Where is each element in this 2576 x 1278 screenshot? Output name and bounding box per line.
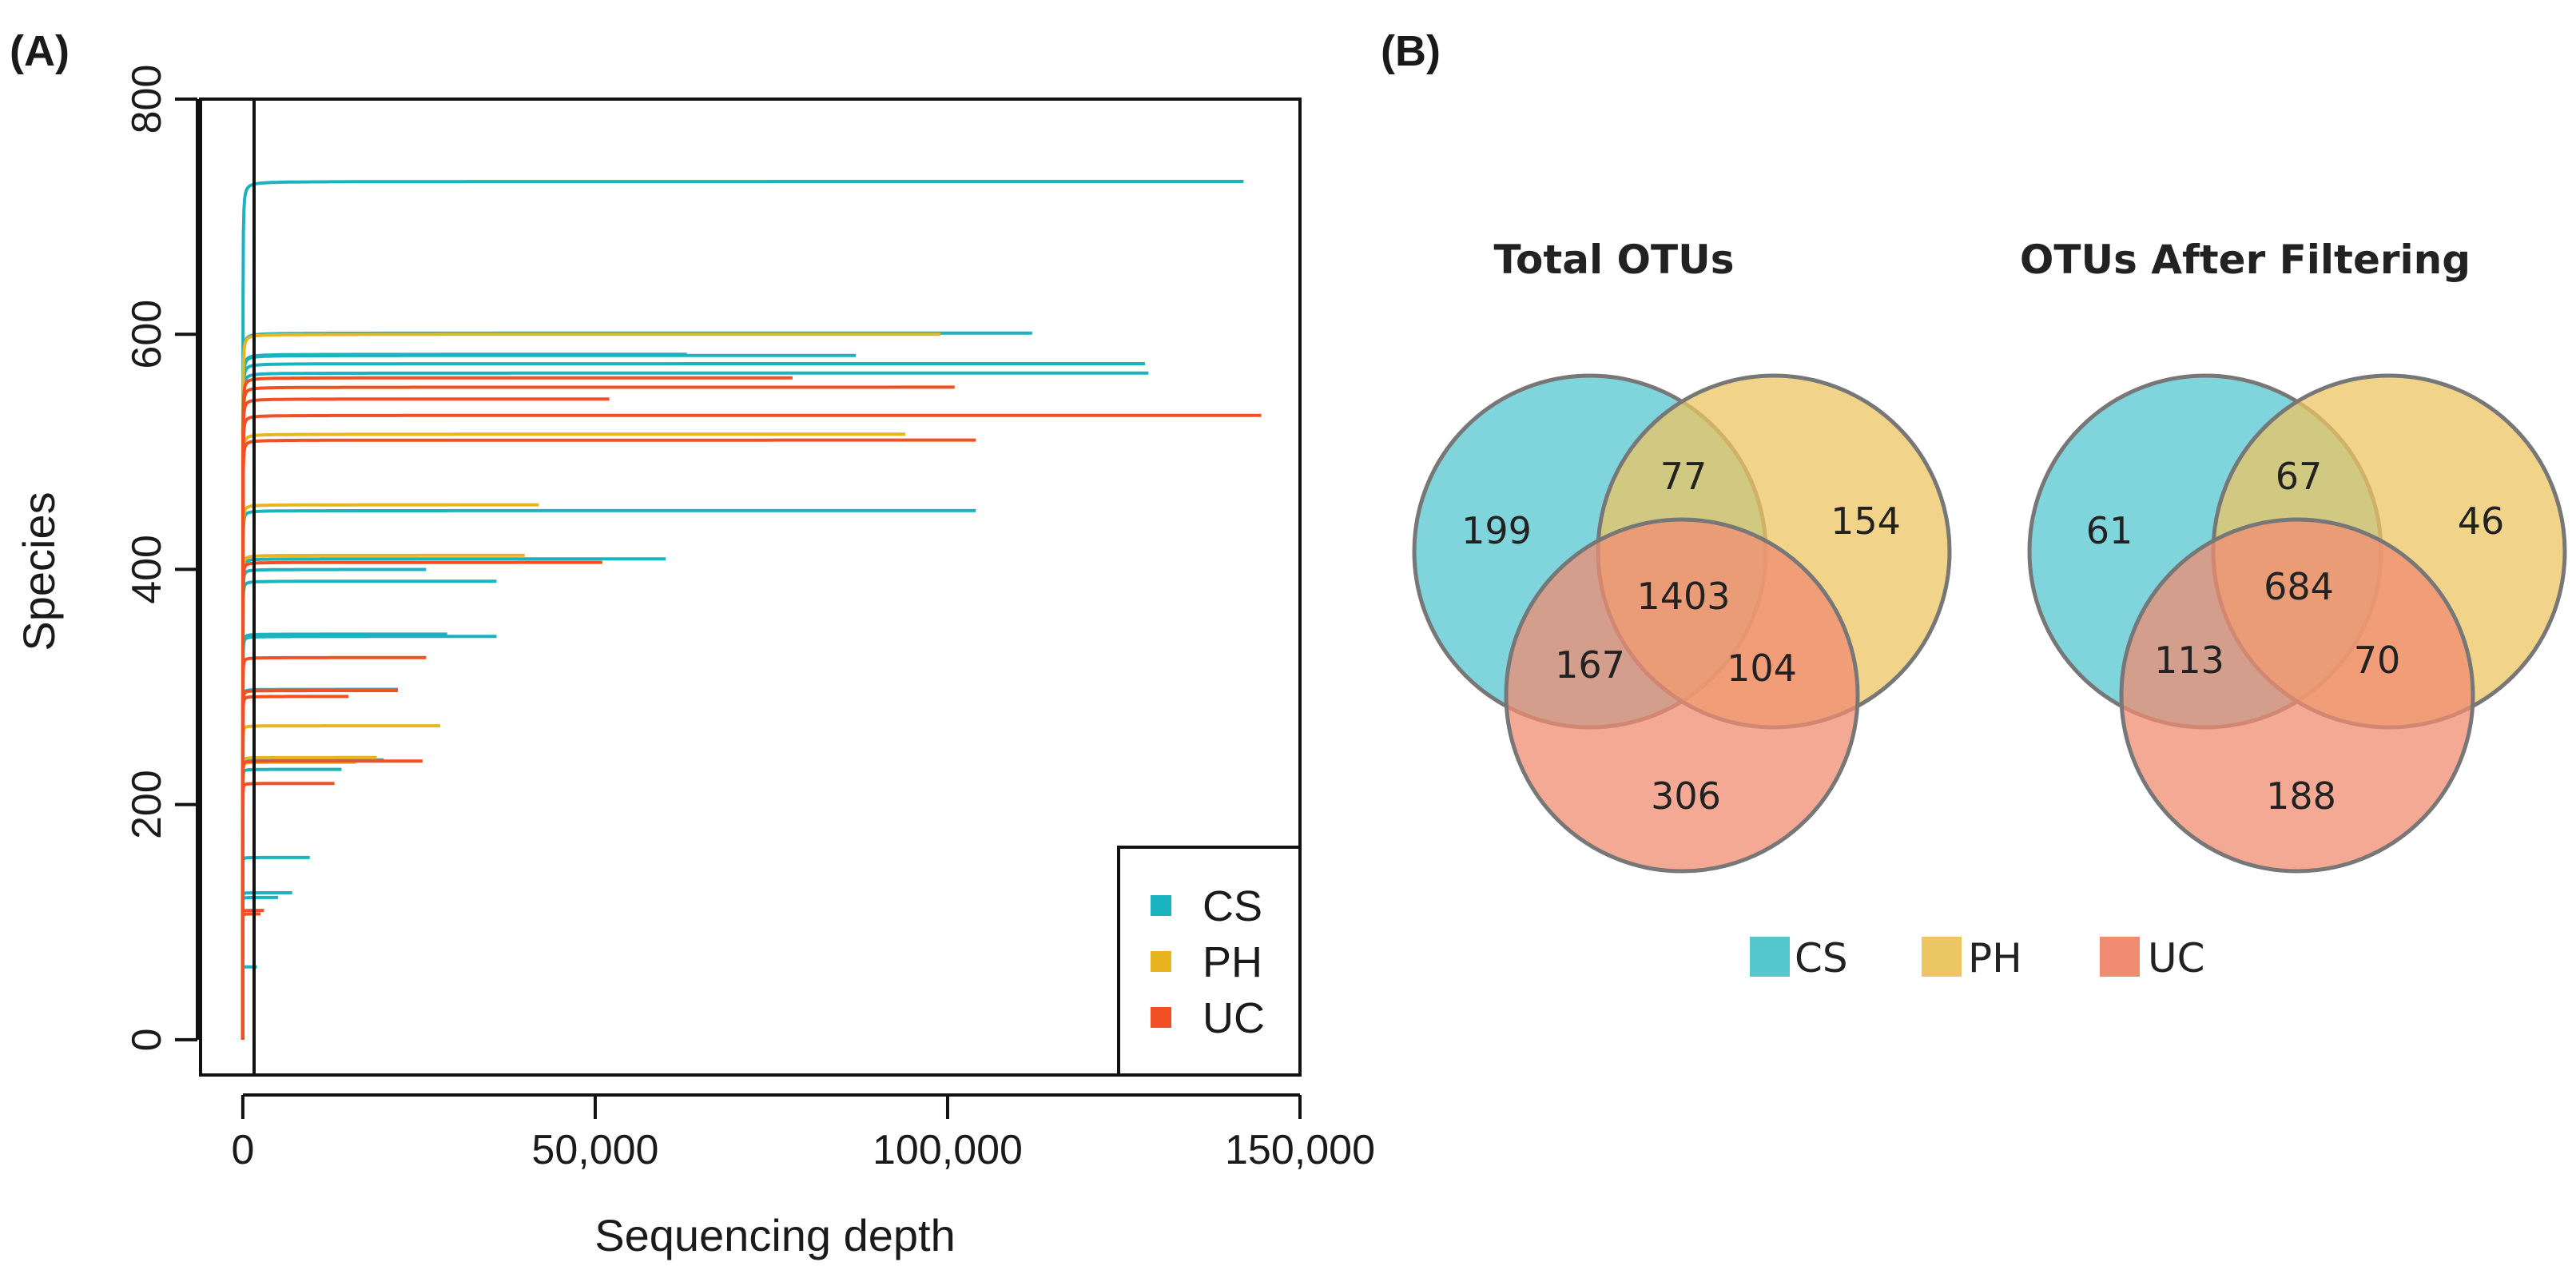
panel-a-label: (A) [10, 27, 70, 75]
x-tick-label: 50,000 [531, 1127, 658, 1173]
curve-cs-13 [241, 687, 398, 1040]
x-tick-label: 0 [231, 1127, 254, 1173]
venn-legend-label-ph: PH [1968, 935, 2022, 981]
curve-cs-5 [241, 371, 1149, 1040]
venn-value-cs-only: 61 [2086, 509, 2133, 552]
curve-cs-3 [241, 362, 1145, 1040]
venn-total-otus: Total OTUs 199 77 154 1403 167 104 306 [1412, 237, 1952, 874]
y-axis-title: Species [14, 492, 64, 651]
curve-cs-1 [241, 180, 1244, 1040]
curve-uc-7 [241, 655, 427, 1040]
rarefaction-curves [241, 180, 1262, 1040]
legend-box [1117, 846, 1302, 1077]
curve-uc-2 [241, 385, 955, 1040]
venn-legend-swatch-cs [1750, 937, 1790, 977]
curve-uc-4 [241, 397, 610, 1040]
plot-frame [199, 98, 1302, 1077]
panel-b-label: (B) [1381, 27, 1441, 75]
venn-circle-uc [2119, 517, 2475, 874]
curve-ph-7 [241, 760, 356, 1040]
legend-swatch-uc [1151, 1007, 1171, 1028]
legend-label-ph: PH [1203, 938, 1262, 986]
venn-value-uc-only: 188 [2266, 774, 2336, 818]
legend-swatch-ph [1151, 951, 1171, 972]
legend-label-cs: CS [1203, 882, 1262, 930]
curve-ph-4 [241, 553, 525, 1040]
venn-legend: CS PH UC [1750, 935, 2205, 981]
venn-circle-uc [1504, 517, 1860, 874]
venn-title-total: Total OTUs [1494, 237, 1735, 283]
y-tick-label: 200 [124, 770, 170, 839]
curve-uc-12 [241, 909, 264, 1040]
curve-cs-6 [241, 352, 687, 1040]
panel-b-venn: (B) Total OTUs 199 77 154 1403 167 104 3… [1381, 27, 2567, 981]
curve-uc-9 [241, 695, 349, 1040]
venn-value-ph-uc: 104 [1727, 647, 1797, 690]
venn-value-cs-uc: 113 [2154, 639, 2224, 682]
curve-ph-2 [241, 432, 906, 1040]
curve-ph-5 [241, 724, 440, 1040]
venn-value-uc-only: 306 [1651, 774, 1721, 818]
x-tick-label: 150,000 [1225, 1127, 1375, 1173]
y-tick-label: 0 [124, 1028, 170, 1051]
venn-value-ph-only: 154 [1831, 500, 1901, 543]
curve-cs-11 [241, 635, 497, 1040]
curve-ph-3 [241, 503, 539, 1040]
curve-cs-8 [241, 557, 666, 1040]
x-axis: 0 50,000 100,000 150,000 [231, 1093, 1375, 1173]
venn-legend-label-uc: UC [2148, 935, 2205, 981]
curve-uc-6 [241, 560, 602, 1040]
curve-uc-3 [241, 376, 793, 1040]
legend: CS PH UC [1117, 846, 1302, 1077]
curve-cs-7 [241, 508, 976, 1040]
curve-cs-12 [241, 632, 447, 1040]
curve-ph-1 [241, 332, 941, 1040]
curve-uc-5 [241, 438, 976, 1040]
venn-value-cs-only: 199 [1461, 509, 1532, 552]
venn-value-ph-only: 46 [2458, 500, 2505, 543]
curve-uc-1 [241, 413, 1262, 1040]
venn-value-cs-uc: 167 [1555, 643, 1625, 687]
x-tick-label: 100,000 [873, 1127, 1023, 1173]
curve-uc-13 [241, 912, 260, 1040]
panel-a-rarefaction: (A) 0 50,000 100,000 150,000 0200400600800 … [10, 27, 1375, 1260]
curve-cs-15 [241, 767, 342, 1040]
x-axis-title: Sequencing depth [594, 1210, 956, 1260]
curve-uc-10 [241, 759, 423, 1040]
y-tick-label: 400 [124, 535, 170, 604]
curve-uc-11 [241, 782, 335, 1040]
venn-value-all: 1403 [1636, 575, 1730, 618]
curve-cs-9 [241, 579, 497, 1040]
y-tick-label: 800 [124, 65, 170, 134]
curve-ph-6 [241, 755, 377, 1040]
venn-title-filtered: OTUs After Filtering [2020, 237, 2471, 283]
legend-label-uc: UC [1203, 994, 1265, 1042]
y-tick-label: 600 [124, 300, 170, 369]
venn-filtered-otus: OTUs After Filtering 61 67 46 684 113 70… [2020, 237, 2567, 874]
curve-cs-18 [241, 895, 278, 1040]
curve-uc-8 [241, 689, 398, 1040]
y-axis: 0 200 400 600 800 [124, 65, 199, 1051]
venn-legend-label-cs: CS [1795, 935, 1848, 981]
curve-cs-10 [241, 567, 427, 1040]
venn-legend-swatch-uc [2100, 937, 2140, 977]
venn-value-ph-uc: 70 [2354, 639, 2401, 682]
venn-value-all: 684 [2264, 565, 2334, 608]
venn-value-cs-ph: 77 [1660, 455, 1707, 498]
legend-swatch-cs [1151, 895, 1171, 916]
curve-cs-14 [241, 758, 384, 1040]
venn-legend-swatch-ph [1922, 937, 1962, 977]
venn-value-cs-ph: 67 [2276, 455, 2323, 498]
